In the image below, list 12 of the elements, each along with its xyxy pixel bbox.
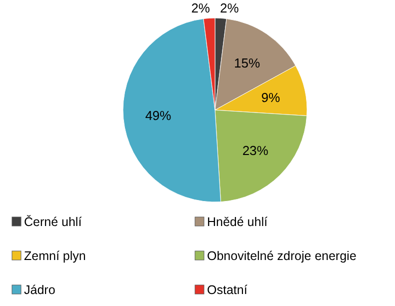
data-label: 2%: [220, 0, 240, 16]
legend-label: Obnovitelné zdroje energie: [207, 249, 356, 263]
legend-label: Ostatní: [207, 283, 248, 297]
data-label: 2%: [191, 0, 210, 16]
data-label: 23%: [242, 142, 269, 158]
data-label: 49%: [145, 108, 172, 123]
legend-label: Černé uhlí: [24, 215, 82, 229]
data-label: 9%: [261, 90, 280, 106]
legend-label: Hnědé uhlí: [207, 215, 268, 229]
legend-label: Zemní plyn: [24, 249, 86, 263]
legend-label: Jádro: [24, 283, 56, 297]
data-label: 15%: [234, 55, 261, 70]
